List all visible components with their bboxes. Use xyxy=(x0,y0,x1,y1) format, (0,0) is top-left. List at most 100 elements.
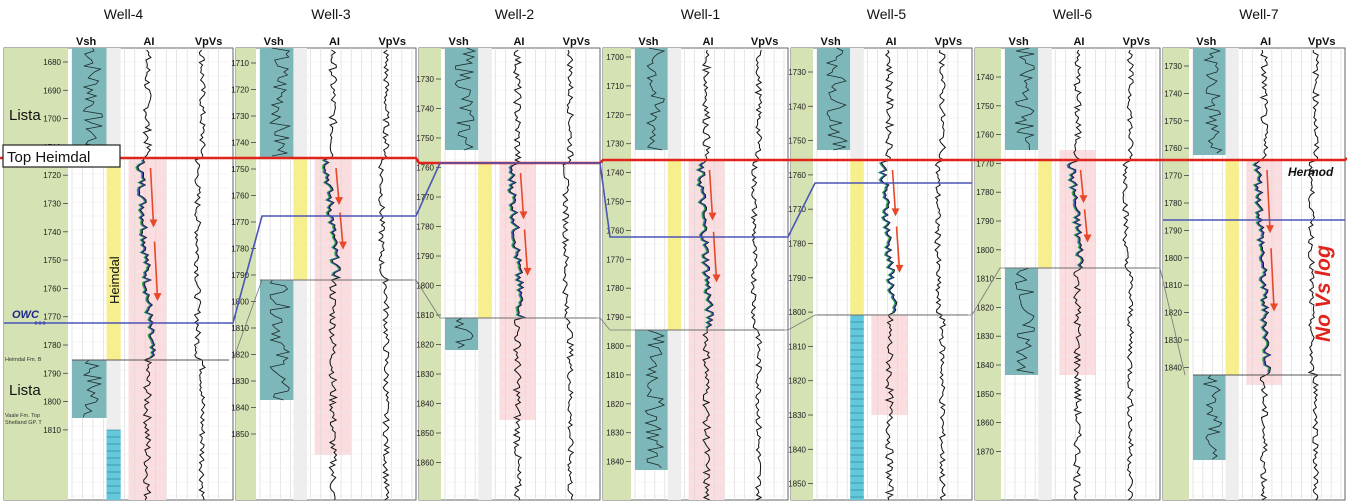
depth-tick-label: 1810 xyxy=(606,371,624,380)
lithology-lower xyxy=(293,280,308,500)
depth-tick-label: 1820 xyxy=(231,351,249,360)
ai-curve-green xyxy=(1066,162,1082,268)
depth-tick-label: 1740 xyxy=(43,228,61,237)
depth-tick-label: 1770 xyxy=(231,218,249,227)
depth-tick-label: 1740 xyxy=(231,139,249,148)
depth-tick-label: 1840 xyxy=(606,458,624,467)
correlation-layer xyxy=(0,156,1347,376)
vsh-shale-fill xyxy=(817,48,851,150)
lithology-sand xyxy=(850,160,864,315)
depth-tick-label: 1710 xyxy=(606,82,624,91)
trend-arrow-head xyxy=(895,264,904,273)
depth-tick-label: 1770 xyxy=(43,313,61,322)
ai-curve xyxy=(1254,49,1272,501)
depth-tick-label: 1870 xyxy=(976,447,994,456)
hermod-label: Hermod xyxy=(1288,165,1334,179)
depth-tick-label: 1690 xyxy=(43,86,61,95)
depth-tick-label: 1770 xyxy=(976,159,994,168)
track-header: VpVs xyxy=(935,36,963,48)
ai-pink-zone xyxy=(1059,150,1096,375)
lithology-lower xyxy=(1225,375,1239,500)
ai-curve-blue xyxy=(1253,162,1271,373)
vsh-curve xyxy=(268,47,292,157)
well-title: Well-1 xyxy=(681,6,721,22)
depth-tick-label: 1850 xyxy=(416,429,434,438)
depth-tick-label: 1830 xyxy=(788,411,806,420)
depth-tick-label: 1820 xyxy=(976,303,994,312)
trend-arrow-head xyxy=(1083,234,1092,243)
vsh-curve xyxy=(1203,47,1223,154)
depth-tick-label: 1750 xyxy=(976,102,994,111)
track-header: AI xyxy=(885,36,896,48)
depth-tick-label: 1850 xyxy=(976,390,994,399)
trend-arrow xyxy=(153,241,159,299)
lithology-sand xyxy=(478,163,492,318)
lithology-upper xyxy=(1038,48,1052,160)
vpvs-curve xyxy=(1307,49,1320,501)
ai-curve xyxy=(1068,49,1084,501)
track-header: AI xyxy=(513,36,524,48)
well-panel: Well-3 Vsh AI VpVs 1710 1720 1730 1740 1750 1760 1… xyxy=(231,6,417,501)
vsh-curve xyxy=(82,47,103,157)
track-header: Vsh xyxy=(1196,36,1216,48)
lithology-sand xyxy=(106,158,121,360)
depth-tick-label: 1800 xyxy=(788,308,806,317)
trend-arrow xyxy=(523,229,529,273)
track-header: Vsh xyxy=(264,36,284,48)
ai-curve xyxy=(879,49,898,501)
vsh-curve xyxy=(269,279,291,401)
depth-tick-label: 1820 xyxy=(788,377,806,386)
trend-arrow xyxy=(708,169,714,218)
depth-tick-label: 1760 xyxy=(788,171,806,180)
depth-tick-label: 1730 xyxy=(606,140,624,149)
depth-tick-label: 1800 xyxy=(606,342,624,351)
track-header: Vsh xyxy=(820,36,840,48)
track-header: VpVs xyxy=(195,36,223,48)
depth-tick-label: 1730 xyxy=(43,200,61,209)
vsh-curve xyxy=(454,47,477,151)
lithology-upper xyxy=(106,48,121,158)
depth-tick-label: 1760 xyxy=(606,226,624,235)
ai-curve-blue xyxy=(696,162,713,328)
trend-arrow xyxy=(1083,209,1089,240)
depth-tick-label: 1850 xyxy=(231,430,249,439)
depth-tick-label: 1760 xyxy=(1164,144,1182,153)
lithology-lower xyxy=(478,318,492,500)
depth-tick-label: 1700 xyxy=(43,115,61,124)
depth-tick-label: 1810 xyxy=(788,342,806,351)
depth-tick-label: 1790 xyxy=(1164,226,1182,235)
well-title: Well-4 xyxy=(104,6,144,22)
well-title: Well-5 xyxy=(867,6,907,22)
depth-tick-label: 1790 xyxy=(606,313,624,322)
track-header: VpVs xyxy=(378,36,406,48)
depth-tick-label: 1750 xyxy=(606,198,624,207)
track-header: VpVs xyxy=(1123,36,1151,48)
vsh-curve xyxy=(1014,267,1035,374)
depth-tick-label: 1800 xyxy=(231,298,249,307)
lithology-upper xyxy=(478,48,492,163)
lithology-upper xyxy=(293,48,308,158)
depth-tick-label: 1730 xyxy=(416,75,434,84)
well-panel: Well-5 Vsh AI VpVs 1730 1740 1750 1760 1770 1780 1… xyxy=(788,6,973,501)
depth-track xyxy=(4,48,68,500)
depth-tick-label: 1840 xyxy=(416,400,434,409)
depth-tick-label: 1810 xyxy=(231,324,249,333)
well-panel: Well-7 Vsh AI VpVs 1730 1740 1750 1760 1770 1780 1… xyxy=(1162,6,1346,501)
depth-tick-label: 1800 xyxy=(416,282,434,291)
trend-arrow-head xyxy=(1266,225,1274,234)
ai-curve xyxy=(137,49,157,501)
ai-curve-blue xyxy=(507,164,525,318)
trend-arrow-head xyxy=(519,211,528,220)
depth-tick-label: 1820 xyxy=(416,341,434,350)
depth-tick-label: 1850 xyxy=(788,480,806,489)
depth-track xyxy=(419,48,441,500)
depth-tick-label: 1830 xyxy=(976,332,994,341)
ai-curve xyxy=(697,49,714,501)
trend-arrow-head xyxy=(891,208,900,217)
depth-tick-label: 1750 xyxy=(788,137,806,146)
top-heimdal-label-box xyxy=(2,144,121,168)
well-title: Well-2 xyxy=(495,6,535,22)
depth-tick-label: 1780 xyxy=(788,240,806,249)
depth-tick-label: 1840 xyxy=(1164,363,1182,372)
depth-tick-label: 1760 xyxy=(231,192,249,201)
